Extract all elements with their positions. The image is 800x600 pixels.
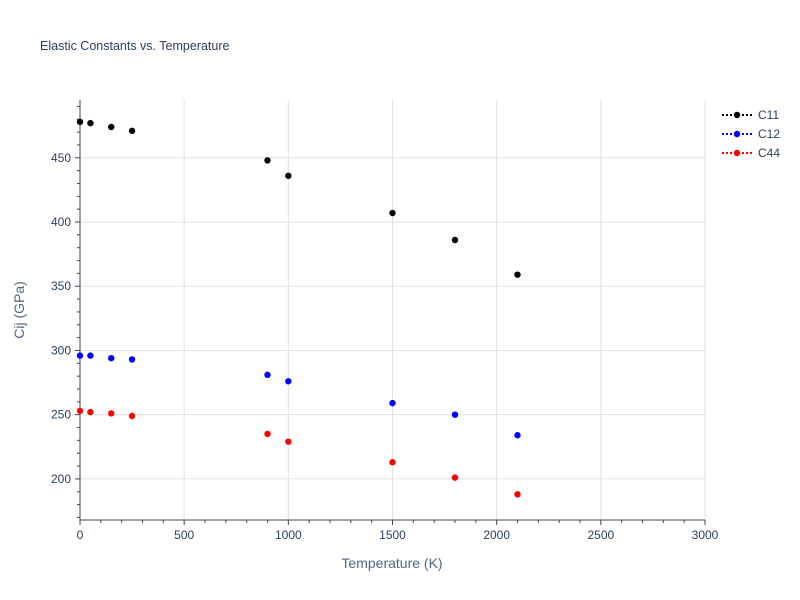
- data-point-c44: [389, 459, 396, 466]
- legend-label-c44: C44: [758, 146, 780, 160]
- data-point-c12: [285, 378, 292, 385]
- data-point-c12: [76, 352, 84, 359]
- x-axis-title: Temperature (K): [341, 555, 442, 571]
- legend-item-c44[interactable]: C44: [722, 146, 780, 160]
- y-tick-label: 400: [51, 215, 71, 229]
- x-tick-label: 1500: [379, 528, 406, 542]
- data-point-c11: [451, 236, 459, 244]
- x-tick-label: 2500: [587, 528, 614, 542]
- y-tick-label: 300: [51, 343, 71, 357]
- grid: [80, 100, 706, 520]
- x-tick-label: 3000: [692, 528, 719, 542]
- y-tick-label: 200: [51, 472, 71, 486]
- y-tick-label: 450: [51, 151, 71, 165]
- data-point-c44: [87, 408, 94, 416]
- legend-marker-c12: [733, 130, 741, 138]
- x-tick-label: 500: [174, 528, 194, 542]
- data-point-c11: [128, 127, 136, 135]
- data-point-c12: [389, 399, 396, 407]
- x-tick-label: 0: [77, 528, 84, 542]
- data-point-c11: [389, 209, 396, 217]
- legend-label-c11: C11: [758, 108, 779, 122]
- legend-item-c12[interactable]: C12: [722, 127, 780, 141]
- data-point-c11: [514, 271, 521, 278]
- x-tick-label: 1000: [275, 528, 302, 542]
- legend-label-c12: C12: [758, 127, 780, 141]
- y-tick-label: 350: [51, 279, 71, 293]
- data-point-c44: [76, 407, 84, 415]
- chart-title: Elastic Constants vs. Temperature: [40, 39, 229, 53]
- data-point-c44: [128, 412, 136, 420]
- data-point-c12: [128, 356, 136, 363]
- data-point-c44: [264, 430, 271, 438]
- data-point-c12: [264, 371, 271, 379]
- data-point-c11: [285, 172, 292, 179]
- data-point-c44: [285, 438, 292, 445]
- data-point-c44: [108, 410, 115, 417]
- data-point-c11: [87, 119, 94, 127]
- data-point-c12: [451, 411, 459, 418]
- axes: 0 500 1000 1500 2000 2500 3000 200 250 300 350 400 4…: [51, 100, 719, 542]
- data-point-c11: [108, 123, 115, 131]
- data-point-c12: [108, 354, 115, 362]
- legend-marker-c11: [733, 111, 741, 119]
- y-axis-title: Cij (GPa): [11, 281, 27, 339]
- data-point-c44: [451, 474, 459, 481]
- data-points: [76, 118, 521, 498]
- legend[interactable]: C11 C12 C44: [722, 108, 780, 160]
- data-point-c11: [264, 157, 271, 164]
- y-tick-label: 250: [51, 408, 71, 422]
- data-point-c12: [514, 432, 521, 439]
- legend-item-c11[interactable]: C11: [722, 108, 779, 122]
- legend-marker-c44: [733, 149, 741, 157]
- data-point-c44: [514, 491, 521, 498]
- data-point-c11: [76, 118, 84, 126]
- data-point-c12: [87, 352, 94, 359]
- x-tick-label: 2000: [483, 528, 510, 542]
